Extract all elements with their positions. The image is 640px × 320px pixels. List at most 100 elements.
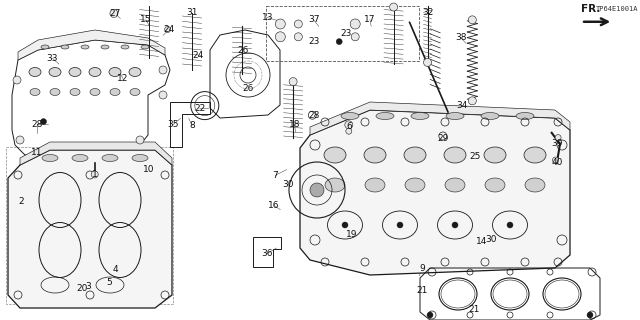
- Circle shape: [468, 16, 476, 24]
- Text: 28: 28: [308, 111, 319, 120]
- Ellipse shape: [341, 113, 359, 119]
- Text: 31: 31: [186, 8, 198, 17]
- Ellipse shape: [29, 68, 41, 76]
- Ellipse shape: [524, 147, 546, 163]
- Text: 11: 11: [31, 148, 43, 157]
- Text: 20: 20: [76, 284, 88, 293]
- Circle shape: [552, 157, 559, 163]
- Text: 26: 26: [243, 84, 254, 93]
- Text: 16: 16: [268, 201, 280, 210]
- Ellipse shape: [50, 89, 60, 95]
- Ellipse shape: [102, 155, 118, 162]
- Ellipse shape: [81, 45, 89, 49]
- Ellipse shape: [324, 147, 346, 163]
- Text: 29: 29: [437, 134, 449, 143]
- Circle shape: [275, 32, 285, 42]
- Ellipse shape: [405, 178, 425, 192]
- Text: 17: 17: [364, 15, 376, 24]
- Circle shape: [294, 33, 302, 41]
- Circle shape: [507, 222, 513, 228]
- Text: 23: 23: [340, 29, 351, 38]
- Text: 30: 30: [282, 180, 294, 189]
- Ellipse shape: [110, 89, 120, 95]
- Polygon shape: [8, 150, 172, 308]
- Circle shape: [110, 9, 118, 17]
- Circle shape: [555, 135, 561, 140]
- Text: 4: 4: [113, 265, 118, 274]
- Circle shape: [159, 91, 167, 99]
- Text: FR.: FR.: [581, 4, 600, 14]
- Circle shape: [468, 97, 476, 105]
- Ellipse shape: [101, 45, 109, 49]
- Circle shape: [336, 39, 342, 44]
- Polygon shape: [20, 142, 172, 165]
- Text: 18: 18: [289, 120, 300, 129]
- Ellipse shape: [90, 89, 100, 95]
- Circle shape: [424, 58, 431, 66]
- Ellipse shape: [72, 155, 88, 162]
- Ellipse shape: [89, 68, 101, 76]
- Bar: [6, 147, 173, 304]
- Polygon shape: [18, 30, 165, 60]
- Polygon shape: [300, 110, 570, 275]
- Ellipse shape: [446, 113, 464, 119]
- Circle shape: [346, 128, 352, 134]
- Ellipse shape: [121, 45, 129, 49]
- Text: 6: 6: [346, 122, 351, 131]
- Text: 33: 33: [47, 54, 58, 63]
- Text: 39: 39: [551, 140, 563, 148]
- Circle shape: [294, 20, 302, 28]
- Text: 21: 21: [417, 286, 428, 295]
- Ellipse shape: [30, 89, 40, 95]
- Ellipse shape: [404, 147, 426, 163]
- Ellipse shape: [444, 147, 466, 163]
- Ellipse shape: [376, 113, 394, 119]
- Ellipse shape: [132, 155, 148, 162]
- Bar: [266, 6, 419, 61]
- Circle shape: [159, 66, 167, 74]
- Text: 30: 30: [486, 235, 497, 244]
- Ellipse shape: [365, 178, 385, 192]
- Text: 24: 24: [193, 52, 204, 60]
- Circle shape: [289, 77, 297, 85]
- Circle shape: [16, 136, 24, 144]
- Polygon shape: [310, 102, 570, 135]
- Text: 7: 7: [273, 171, 278, 180]
- Text: 27: 27: [109, 9, 121, 18]
- Circle shape: [350, 19, 360, 29]
- Circle shape: [351, 33, 359, 41]
- Text: 14: 14: [476, 237, 487, 246]
- Circle shape: [13, 76, 21, 84]
- Ellipse shape: [61, 45, 69, 49]
- Text: 36: 36: [262, 249, 273, 258]
- Text: 40: 40: [551, 158, 563, 167]
- Circle shape: [275, 19, 285, 29]
- Ellipse shape: [129, 68, 141, 76]
- Text: 24: 24: [163, 25, 175, 34]
- Text: 34: 34: [456, 101, 468, 110]
- Text: 37: 37: [308, 15, 319, 24]
- Circle shape: [345, 121, 353, 129]
- Circle shape: [390, 3, 397, 11]
- Text: TP64E1001A: TP64E1001A: [596, 6, 639, 12]
- Ellipse shape: [325, 178, 345, 192]
- Circle shape: [397, 222, 403, 228]
- Ellipse shape: [484, 147, 506, 163]
- Circle shape: [452, 222, 458, 228]
- Text: 2: 2: [19, 197, 24, 206]
- Ellipse shape: [109, 68, 121, 76]
- Ellipse shape: [41, 45, 49, 49]
- Ellipse shape: [364, 147, 386, 163]
- Circle shape: [310, 183, 324, 197]
- Text: 1: 1: [92, 170, 97, 179]
- Text: 21: 21: [468, 305, 479, 314]
- Text: 8: 8: [189, 121, 195, 130]
- Ellipse shape: [485, 178, 505, 192]
- Circle shape: [40, 119, 47, 124]
- Ellipse shape: [69, 68, 81, 76]
- Text: 26: 26: [237, 46, 249, 55]
- Text: 28: 28: [31, 120, 43, 129]
- Circle shape: [342, 222, 348, 228]
- Ellipse shape: [481, 113, 499, 119]
- Text: 35: 35: [167, 120, 179, 129]
